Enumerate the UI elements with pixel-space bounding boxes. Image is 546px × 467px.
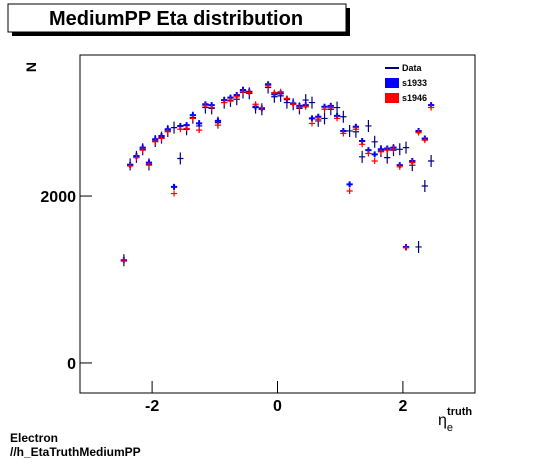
data-point [164, 128, 171, 135]
data-point [321, 106, 328, 113]
data-point [427, 154, 435, 167]
data-point [152, 138, 159, 145]
data-point [177, 152, 184, 165]
data-point [346, 188, 353, 195]
data-point [427, 104, 435, 111]
data-point [371, 151, 378, 158]
data-point [346, 181, 353, 188]
data-point [333, 101, 341, 114]
data-point [145, 162, 153, 169]
data-point [221, 99, 228, 106]
x-label-sub: e [447, 422, 453, 434]
legend-label: Data [402, 63, 423, 73]
data-point [415, 129, 422, 136]
y-axis-label: N [23, 62, 39, 72]
data-point [384, 147, 391, 154]
data-point [365, 150, 372, 157]
legend-swatch [385, 78, 399, 88]
data-point [127, 162, 134, 169]
data-point [359, 150, 366, 163]
data-point [227, 97, 234, 104]
data-point [258, 104, 265, 111]
data-point [252, 101, 259, 108]
x-label-sup: truth [447, 406, 472, 418]
data-point [246, 89, 253, 96]
legend-label: s1933 [402, 78, 427, 88]
data-point [177, 126, 184, 133]
data-point [183, 125, 190, 132]
data-point [139, 147, 146, 154]
data-point [371, 135, 378, 148]
data-point [283, 95, 291, 102]
data-point [170, 183, 178, 190]
x-tick-label: 0 [273, 398, 282, 415]
data-point [421, 137, 428, 144]
data-point [396, 143, 403, 156]
data-point [277, 88, 284, 95]
footer-text: //h_EtaTruthMediumPP [10, 445, 141, 459]
legend-swatch [385, 93, 399, 103]
data-point [271, 89, 278, 96]
data-point [170, 190, 178, 197]
data-point [409, 159, 416, 166]
x-tick-label: -2 [145, 398, 159, 415]
data-point [195, 127, 203, 134]
plot-frame [79, 54, 476, 394]
data-point [120, 258, 128, 265]
data-point [264, 82, 272, 89]
data-point [415, 240, 422, 253]
data-point [239, 88, 247, 95]
data-point [308, 120, 316, 127]
data-point [327, 104, 334, 111]
data-point [421, 180, 428, 193]
data-point [396, 163, 403, 170]
data-point [352, 126, 360, 133]
data-point [195, 120, 203, 127]
data-point [296, 104, 303, 111]
data-point [208, 104, 215, 111]
data-point [402, 141, 410, 154]
data-point [302, 103, 309, 110]
data-point [340, 130, 347, 137]
data-point [402, 244, 410, 251]
legend-label: s1946 [402, 93, 427, 103]
x-tick-label: 2 [398, 398, 407, 415]
data-point [189, 115, 196, 122]
y-tick-label: 0 [67, 356, 76, 373]
data-point [308, 115, 316, 122]
data-point [371, 157, 378, 164]
data-point [359, 141, 366, 148]
data-point [390, 146, 397, 153]
title-box [7, 3, 347, 33]
footer-text: Electron [10, 431, 58, 445]
data-point [321, 112, 328, 125]
data-point [158, 135, 165, 142]
data-point [133, 154, 140, 161]
data-point [214, 122, 222, 129]
data-point [202, 102, 209, 109]
data-point [384, 151, 391, 164]
chart-title: MediumPP Eta distribution [49, 8, 303, 30]
data-point [170, 121, 178, 134]
data-point [346, 124, 353, 137]
data-point [365, 119, 372, 132]
x-axis-label: ηe truth [438, 406, 472, 434]
data-point [377, 148, 385, 155]
data-point [290, 101, 297, 108]
x-label-main: η [438, 412, 447, 429]
data-point [333, 115, 341, 122]
data-point [308, 96, 316, 109]
data-point [340, 110, 347, 123]
data-point [315, 116, 322, 123]
data-point [233, 93, 240, 100]
y-tick-label: 2000 [40, 189, 76, 206]
